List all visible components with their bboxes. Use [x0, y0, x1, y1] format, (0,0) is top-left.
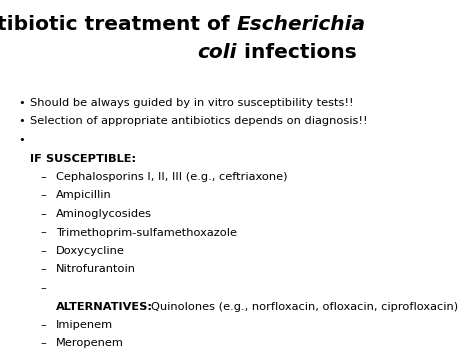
Text: Doxycycline: Doxycycline [56, 246, 125, 256]
Text: IF SUSCEPTIBLE:: IF SUSCEPTIBLE: [30, 153, 136, 164]
Text: coli: coli [198, 43, 237, 62]
Text: Trimethoprim-sulfamethoxazole: Trimethoprim-sulfamethoxazole [56, 228, 237, 237]
Text: Aminoglycosides: Aminoglycosides [56, 209, 152, 219]
Text: –: – [40, 172, 46, 182]
Text: –: – [40, 228, 46, 237]
Text: Cephalosporins I, II, III (e.g., ceftriaxone): Cephalosporins I, II, III (e.g., ceftria… [56, 172, 288, 182]
Text: infections: infections [237, 43, 357, 62]
Text: Selection of appropriate antibiotics depends on diagnosis!!: Selection of appropriate antibiotics dep… [30, 116, 368, 126]
Text: –: – [40, 246, 46, 256]
Text: ALTERNATIVES:: ALTERNATIVES: [56, 301, 153, 311]
Text: •: • [18, 98, 25, 108]
Text: –: – [40, 320, 46, 330]
Text: Should be always guided by in vitro susceptibility tests!!: Should be always guided by in vitro susc… [30, 98, 354, 108]
Text: Meropenem: Meropenem [56, 339, 124, 349]
Text: –: – [40, 283, 46, 293]
Text: –: – [40, 191, 46, 201]
Text: Escherichia: Escherichia [237, 15, 366, 34]
Text: –: – [40, 264, 46, 274]
Text: –: – [40, 339, 46, 349]
Text: Antibiotic treatment of: Antibiotic treatment of [0, 15, 237, 34]
Text: –: – [40, 209, 46, 219]
Text: •: • [18, 116, 25, 126]
Text: •: • [18, 135, 25, 145]
Text: Nitrofurantoin: Nitrofurantoin [56, 264, 136, 274]
Text: Quinolones (e.g., norfloxacin, ofloxacin, ciprofloxacin): Quinolones (e.g., norfloxacin, ofloxacin… [151, 301, 458, 311]
Text: Imipenem: Imipenem [56, 320, 113, 330]
Text: Ampicillin: Ampicillin [56, 191, 112, 201]
